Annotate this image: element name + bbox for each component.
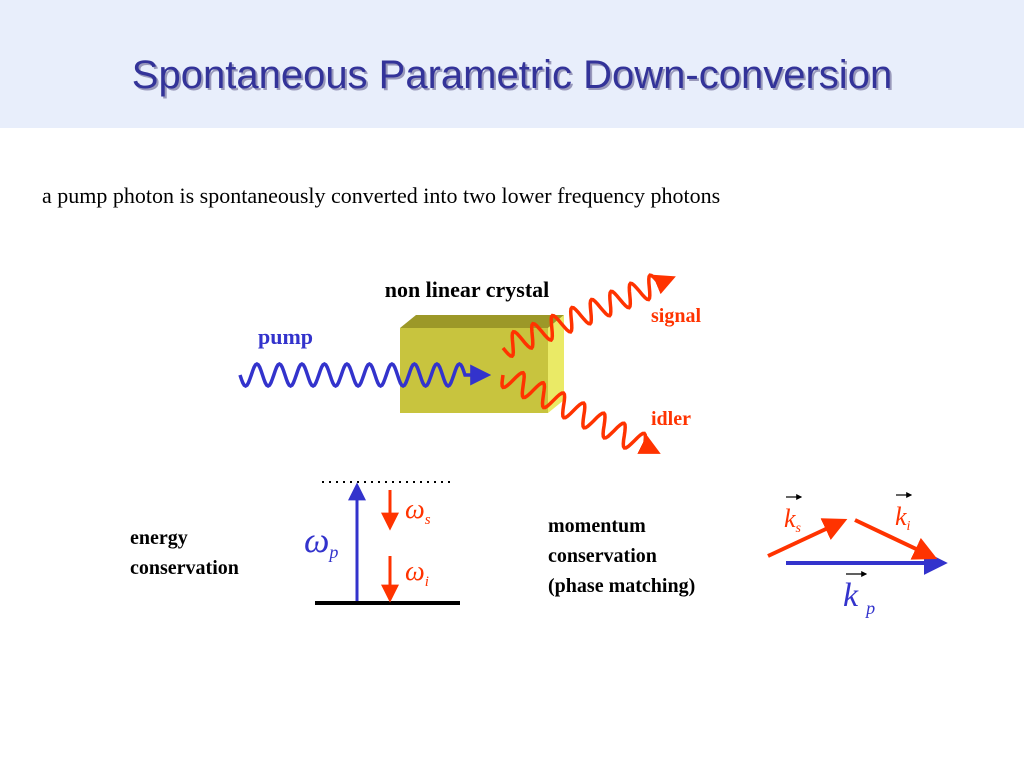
pump-wave <box>238 361 492 389</box>
ks-vector <box>767 518 848 558</box>
subscript: p <box>327 542 338 562</box>
signal-label: signal <box>651 305 701 327</box>
k-i: ki <box>895 502 911 534</box>
pump-label: pump <box>258 324 313 349</box>
momentum-label: conservation <box>548 545 657 567</box>
symbol: k <box>843 577 859 614</box>
energy-label: conservation <box>130 557 239 579</box>
energy-diagram: ωs ωp ωi energy conservation <box>130 481 460 605</box>
momentum-label: momentum <box>548 515 646 537</box>
crystal-front <box>400 328 548 413</box>
omega-p: ωp <box>304 520 338 562</box>
header-band <box>0 0 1024 128</box>
subscript: p <box>864 598 875 618</box>
crystal-label: non linear crystal <box>385 277 550 302</box>
momentum-label: (phase matching) <box>548 575 695 597</box>
subscript: s <box>425 512 431 528</box>
subscript: i <box>907 519 911 534</box>
omega-i: ωi <box>405 556 429 590</box>
symbol: k <box>895 502 907 531</box>
momentum-diagram: momentum conservation (phase matching) k… <box>548 492 948 618</box>
subscript: s <box>796 521 802 536</box>
symbol: ω <box>405 556 425 587</box>
energy-label: energy <box>130 527 188 549</box>
crystal-top <box>400 315 564 328</box>
signal-wave <box>501 273 676 358</box>
k-s: ks <box>784 504 802 536</box>
omega-s: ωs <box>405 494 431 528</box>
symbol: ω <box>405 494 425 525</box>
ki-vector <box>854 518 938 560</box>
subscript: i <box>425 574 429 590</box>
title: Spontaneous Parametric Down-conversion <box>132 53 892 97</box>
intro-text: a pump photon is spontaneously converted… <box>42 183 720 208</box>
idler-wave <box>500 370 661 454</box>
symbol: ω <box>304 520 329 560</box>
idler-label: idler <box>651 408 691 430</box>
title-shadow: Spontaneous Parametric Down-conversion <box>134 55 894 99</box>
symbol: k <box>784 504 796 533</box>
